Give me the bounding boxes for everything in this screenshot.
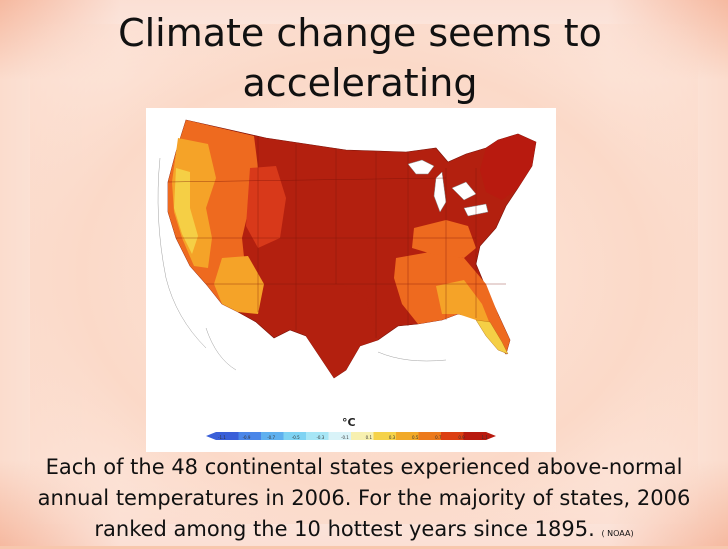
state-boundaries [167,136,506,338]
midwest-warm-region [412,220,476,258]
interior-west-warm [246,166,286,248]
color-scale-ticks: -1.1 -0.9 -0.7 -0.5 -0.3 -0.1 0.1 0.3 0.5 0.7 0.9 1… [218,434,488,442]
color-scale-cell [441,432,464,440]
color-scale-cell [216,432,239,440]
color-scale-cell [328,432,352,440]
color-scale-cell [418,432,442,440]
southwest-mild-region [214,256,264,314]
color-scale-cell [463,432,487,440]
slide-title: Climate change seems to accelerating [118,11,602,105]
southeast-mild-region [436,280,490,324]
color-scale-tick-label: 0.1 [365,435,373,440]
legend-unit-label: °C [342,416,356,429]
color-scale-cell [306,432,329,440]
slide-caption: Each of the 48 continental states experi… [10,452,718,549]
us-anomaly-map [157,119,537,379]
temperature-map: °C -1.1 -0.9 -0.7 -0.5 -0.3 -0.1 0.1 0.3 0.5 0.7 0… [146,108,556,452]
color-scale-cell [238,432,262,440]
great-lakes [407,159,489,217]
color-scale-tick-label: 0.7 [435,435,442,440]
color-scale-left-arrow [206,432,216,440]
color-scale-tick-label: 0.3 [388,435,396,440]
northeast-hot-region [480,134,536,200]
source-citation: ( NOAA) [601,529,634,538]
color-scale-cell [351,432,374,440]
color-scale-tick-label: -0.7 [267,435,276,440]
color-scale-tick-label: -0.9 [242,435,251,440]
color-scale-tick-label: -0.5 [291,435,300,440]
color-scale-cell [396,432,419,440]
coastline-lines [157,157,447,371]
color-scale-bar [206,432,496,440]
color-scale-right-arrow [486,432,496,440]
texas-hot-region [306,284,378,378]
color-scale-tick-label: -1.1 [218,435,226,440]
color-scale-tick-label: 0.9 [458,435,465,440]
color-scale-tick-label: -0.3 [316,435,325,440]
color-scale-tick-label: -0.1 [341,435,349,440]
caption-text: Each of the 48 continental states experi… [37,455,691,541]
color-scale-tick-label: 1.1 [481,435,488,440]
color-scale-cell [283,432,307,440]
florida-region [475,319,509,355]
color-scale-cell [373,432,397,440]
color-scale-tick-label: 0.5 [412,435,419,440]
coast-slight-region [174,168,198,254]
color-scale-cell [261,432,284,440]
